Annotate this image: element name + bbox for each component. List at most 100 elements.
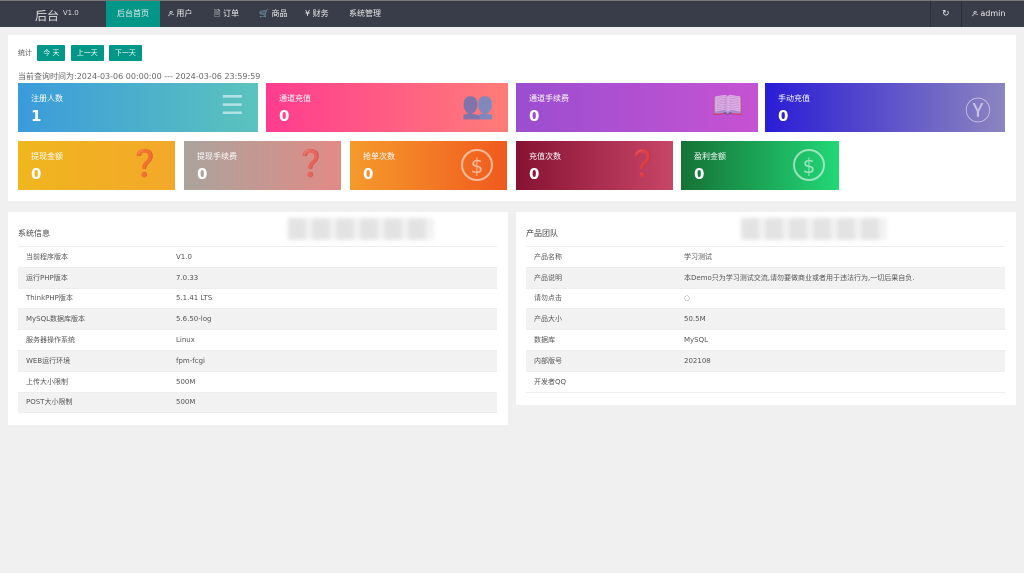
stat-value: 0 — [31, 165, 42, 183]
row-label: 产品大小 — [526, 308, 676, 331]
panel-title: 产品团队 — [526, 229, 558, 238]
row-label: 产品说明 — [526, 266, 676, 289]
row-value: 5.6.50-log — [168, 308, 497, 331]
stat-card[interactable]: 提现手续费 0 ❓ — [184, 141, 341, 190]
nav-label: 财务 — [312, 9, 329, 18]
stat-label: 通道手续费 — [529, 94, 569, 103]
user-icon: ዶ — [168, 9, 174, 18]
row-value: 202108 — [676, 349, 1005, 372]
divider — [930, 1, 931, 27]
row-label: POST大小限制 — [18, 391, 168, 414]
stat-label: 提现手续费 — [197, 152, 237, 161]
table-row: 产品名称 学习测试 — [526, 246, 1005, 268]
team-table: 产品名称 学习测试 产品说明 本Demo只为学习测试交流,请勿要做商业或者用于违法行为… — [526, 246, 1005, 393]
row-value: MySQL — [676, 329, 1005, 351]
nav-home[interactable]: 后台首页 — [106, 1, 160, 27]
row-value: 500M — [168, 391, 497, 414]
stat-card[interactable]: 通道手续费 0 📖 — [516, 83, 758, 132]
row-label: ThinkPHP版本 — [18, 287, 168, 310]
stat-card[interactable]: 通道充值 0 👥 — [266, 83, 508, 132]
table-row: 请勿点击 ◌ — [526, 287, 1005, 310]
table-row: ThinkPHP版本 5.1.41 LTS — [18, 287, 497, 310]
system-info-panel: 系统信息 当前程序版本 V1.0 运行PHP版本 7.0.33 ThinkPHP版本 5.… — [8, 212, 508, 425]
table-row: 产品大小 50.5M — [526, 308, 1005, 331]
logo[interactable]: 后台 V1.0 — [35, 7, 79, 24]
book-icon: 📖 — [711, 91, 744, 121]
user-menu[interactable]: ዶ admin — [972, 1, 1005, 27]
row-label: 开发者QQ — [526, 370, 676, 393]
row-label: 请勿点击 — [526, 287, 676, 310]
question-edit-icon: ❓ — [128, 149, 161, 179]
row-value: Linux — [168, 329, 497, 351]
refresh-icon[interactable]: ↻ — [942, 9, 950, 19]
dollar-icon: $ — [793, 149, 825, 181]
yen-icon: ¥ — [305, 9, 311, 18]
nav-products[interactable]: 🛒 商品 — [248, 1, 299, 27]
nav-label: 商品 — [271, 9, 288, 18]
stat-card[interactable]: 提现金额 0 ❓ — [18, 141, 175, 190]
row-value: fpm-fcgi — [168, 349, 497, 372]
nav-orders[interactable]: 🗎 订单 — [203, 1, 250, 27]
row-value: 本Demo只为学习测试交流,请勿要做商业或者用于违法行为,一切后果自负. — [676, 266, 1005, 289]
stat-card[interactable]: 抢单次数 0 $ — [350, 141, 507, 190]
question-edit-icon: ❓ — [294, 149, 327, 179]
users-icon: 👥 — [461, 91, 494, 121]
table-row: MySQL数据库版本 5.6.50-log — [18, 308, 497, 331]
nav-finance[interactable]: ¥ 财务 — [294, 1, 340, 27]
stat-card[interactable]: 盈利金额 0 $ — [681, 141, 839, 190]
nav-users[interactable]: ዶ 用户 — [157, 1, 203, 27]
nav-label: 后台首页 — [117, 9, 149, 18]
panel-title: 系统信息 — [18, 229, 50, 238]
query-range: 当前查询时间为:2024-03-06 00:00:00 --- 2024-03-… — [18, 72, 261, 81]
stat-label: 盈利金额 — [694, 152, 726, 161]
stat-label: 手动充值 — [778, 94, 810, 103]
row-label: 数据库 — [526, 329, 676, 351]
next-day-button[interactable]: 下一天 — [108, 45, 142, 61]
document-icon: 🗎 — [214, 9, 221, 18]
row-value: ◌ — [676, 287, 1005, 310]
top-nav: 后台 V1.0 后台首页 ዶ 用户 🗎 订单 🛒 商品 ¥ 财务 系统管理 ↻ … — [0, 0, 1024, 27]
row-label: MySQL数据库版本 — [18, 308, 168, 331]
stat-value: 0 — [363, 165, 374, 183]
row-label: 内部版号 — [526, 349, 676, 372]
user-icon: ዶ — [972, 9, 978, 18]
stat-card[interactable]: 注册人数 1 ☰ — [18, 83, 258, 132]
row-value: 5.1.41 LTS — [168, 287, 497, 310]
prev-day-button[interactable]: 上一天 — [70, 45, 104, 61]
table-row: POST大小限制 500M — [18, 391, 497, 414]
table-row: 产品说明 本Demo只为学习测试交流,请勿要做商业或者用于违法行为,一切后果自负. — [526, 266, 1005, 289]
yen-icon: Ⓨ — [964, 97, 991, 127]
row-label: 运行PHP版本 — [18, 266, 168, 289]
table-row: 数据库 MySQL — [526, 329, 1005, 351]
dollar-icon: $ — [461, 149, 493, 181]
stat-card[interactable]: 手动充值 0 Ⓨ — [765, 83, 1005, 132]
today-button[interactable]: 今 天 — [37, 45, 66, 61]
version: V1.0 — [62, 9, 79, 17]
stat-label: 充值次数 — [529, 152, 561, 161]
table-row: 运行PHP版本 7.0.33 — [18, 266, 497, 289]
row-value — [676, 370, 1005, 393]
row-value: V1.0 — [168, 246, 497, 268]
row-label: 服务器操作系统 — [18, 329, 168, 351]
nav-label: 系统管理 — [349, 9, 381, 18]
table-row: WEB运行环境 fpm-fcgi — [18, 349, 497, 372]
stat-card[interactable]: 充值次数 0 ❓ — [516, 141, 673, 190]
logo-text: 后台 — [35, 9, 60, 23]
nav-system[interactable]: 系统管理 — [338, 1, 392, 27]
stats-label: 统计 — [18, 49, 32, 57]
table-row: 当前程序版本 V1.0 — [18, 246, 497, 268]
stat-label: 提现金额 — [31, 152, 63, 161]
stat-value: 0 — [694, 165, 705, 183]
row-label: 当前程序版本 — [18, 246, 168, 268]
system-info-table: 当前程序版本 V1.0 运行PHP版本 7.0.33 ThinkPHP版本 5.1.41 … — [18, 246, 497, 414]
stat-value: 0 — [529, 165, 540, 183]
blurred-watermark — [288, 218, 433, 240]
stat-label: 抢单次数 — [363, 152, 395, 161]
table-row: 开发者QQ — [526, 370, 1005, 393]
stat-label: 注册人数 — [31, 94, 63, 103]
stat-label: 通道充值 — [279, 94, 311, 103]
layers-icon: ☰ — [220, 91, 244, 121]
divider — [961, 1, 962, 27]
blurred-watermark — [741, 218, 886, 240]
table-row: 服务器操作系统 Linux — [18, 329, 497, 351]
